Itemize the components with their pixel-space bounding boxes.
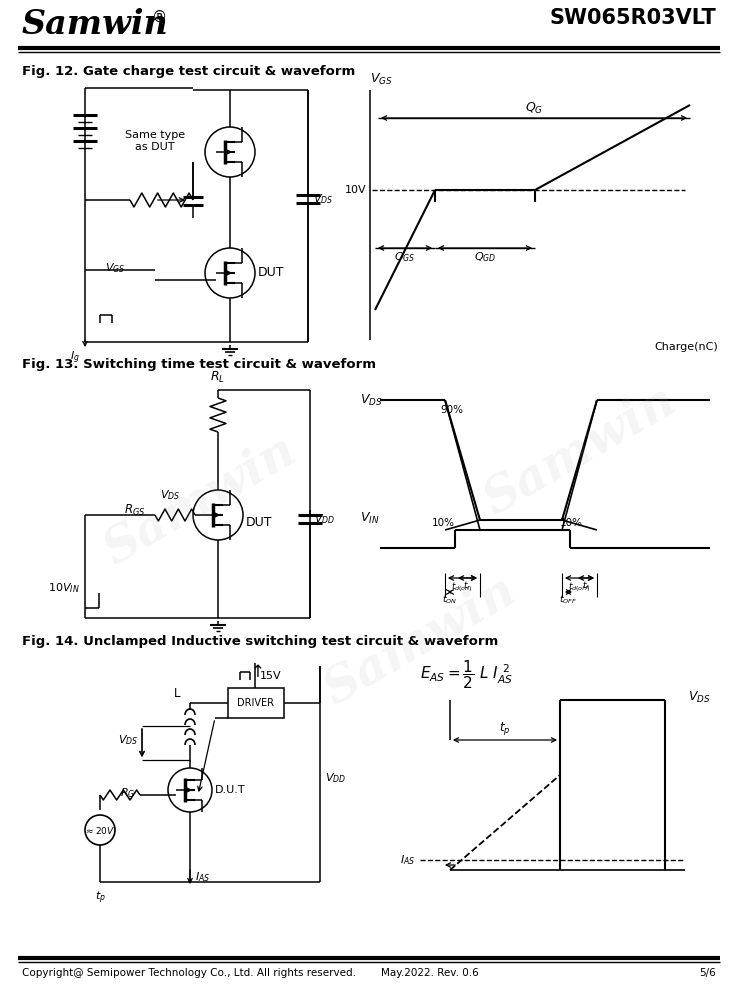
Text: Fig. 14. Unclamped Inductive switching test circuit & waveform: Fig. 14. Unclamped Inductive switching t… [22, 635, 498, 648]
Text: Samwin: Samwin [475, 376, 684, 524]
Text: DUT: DUT [246, 516, 272, 530]
Text: $I_{AS}$: $I_{AS}$ [400, 853, 415, 867]
Text: SW065R03VLT: SW065R03VLT [549, 8, 716, 28]
Text: Fig. 13. Switching time test circuit & waveform: Fig. 13. Switching time test circuit & w… [22, 358, 376, 371]
Text: $V_{DS}$: $V_{DS}$ [118, 733, 138, 747]
Text: $t_{ON}$: $t_{ON}$ [443, 594, 458, 606]
Text: $Q_{GD}$: $Q_{GD}$ [474, 250, 496, 264]
Text: $I_{AS}$: $I_{AS}$ [195, 870, 210, 884]
Text: 10V: 10V [345, 185, 366, 195]
Text: $V_{DS}$: $V_{DS}$ [159, 488, 180, 502]
Text: Charge(nC): Charge(nC) [655, 342, 718, 352]
Text: Samwin: Samwin [316, 566, 525, 714]
Text: $t_{OFF}$: $t_{OFF}$ [559, 594, 577, 606]
Text: 15V: 15V [260, 671, 282, 681]
Text: $V_{GS}$: $V_{GS}$ [105, 261, 125, 275]
Text: 5/6: 5/6 [699, 968, 716, 978]
Text: Samwin: Samwin [22, 8, 169, 41]
Text: 10%: 10% [560, 518, 583, 528]
Text: $R_L$: $R_L$ [210, 370, 226, 385]
Text: $t_p$: $t_p$ [500, 720, 511, 737]
Text: $E_{AS} = \dfrac{1}{2}\ L\ I_{AS}^{\ 2}$: $E_{AS} = \dfrac{1}{2}\ L\ I_{AS}^{\ 2}$ [420, 658, 513, 691]
Text: $V_{IN}$: $V_{IN}$ [360, 510, 379, 526]
Text: $\uparrow$: $\uparrow$ [247, 663, 263, 681]
Text: Samwin: Samwin [96, 426, 304, 574]
Text: DUT: DUT [258, 266, 285, 279]
Text: $t_f$: $t_f$ [582, 580, 590, 592]
Text: $V_{DD}$: $V_{DD}$ [314, 512, 335, 526]
Text: $V_{DS}$: $V_{DS}$ [313, 192, 334, 206]
Text: $V_{GS}$: $V_{GS}$ [370, 72, 393, 87]
Text: $t_r$: $t_r$ [463, 580, 472, 592]
Text: $I_g$: $I_g$ [70, 350, 80, 366]
Text: $Q_G$: $Q_G$ [525, 101, 543, 116]
Text: Same type: Same type [125, 130, 185, 140]
Text: $V_{DS}$: $V_{DS}$ [360, 393, 382, 408]
Text: D.U.T: D.U.T [215, 785, 246, 795]
Text: Copyright@ Semipower Technology Co., Ltd. All rights reserved.: Copyright@ Semipower Technology Co., Ltd… [22, 968, 356, 978]
Text: $V_{DS}$: $V_{DS}$ [688, 690, 711, 705]
Text: $V_{DD}$: $V_{DD}$ [325, 771, 346, 785]
Text: $\approx 20V$: $\approx 20V$ [84, 824, 116, 836]
Text: as DUT: as DUT [135, 142, 175, 152]
Text: $R_G$: $R_G$ [120, 786, 136, 800]
Text: $t_{d(on)}$: $t_{d(on)}$ [451, 580, 473, 594]
Bar [228, 688, 284, 718]
Text: $10V_{IN}$: $10V_{IN}$ [49, 581, 80, 595]
Text: $t_{d(off)}$: $t_{d(off)}$ [568, 580, 590, 594]
Text: DRIVER: DRIVER [238, 698, 275, 708]
Text: 10%: 10% [432, 518, 455, 528]
Text: L: L [173, 687, 180, 700]
Text: $t_p$: $t_p$ [94, 890, 106, 906]
Text: $R_{GS}$: $R_{GS}$ [124, 502, 145, 518]
Text: 90%: 90% [440, 405, 463, 415]
Text: May.2022. Rev. 0.6: May.2022. Rev. 0.6 [381, 968, 479, 978]
Text: Fig. 12. Gate charge test circuit & waveform: Fig. 12. Gate charge test circuit & wave… [22, 65, 355, 78]
Text: ®: ® [152, 10, 168, 25]
Text: $Q_{GS}$: $Q_{GS}$ [394, 250, 415, 264]
